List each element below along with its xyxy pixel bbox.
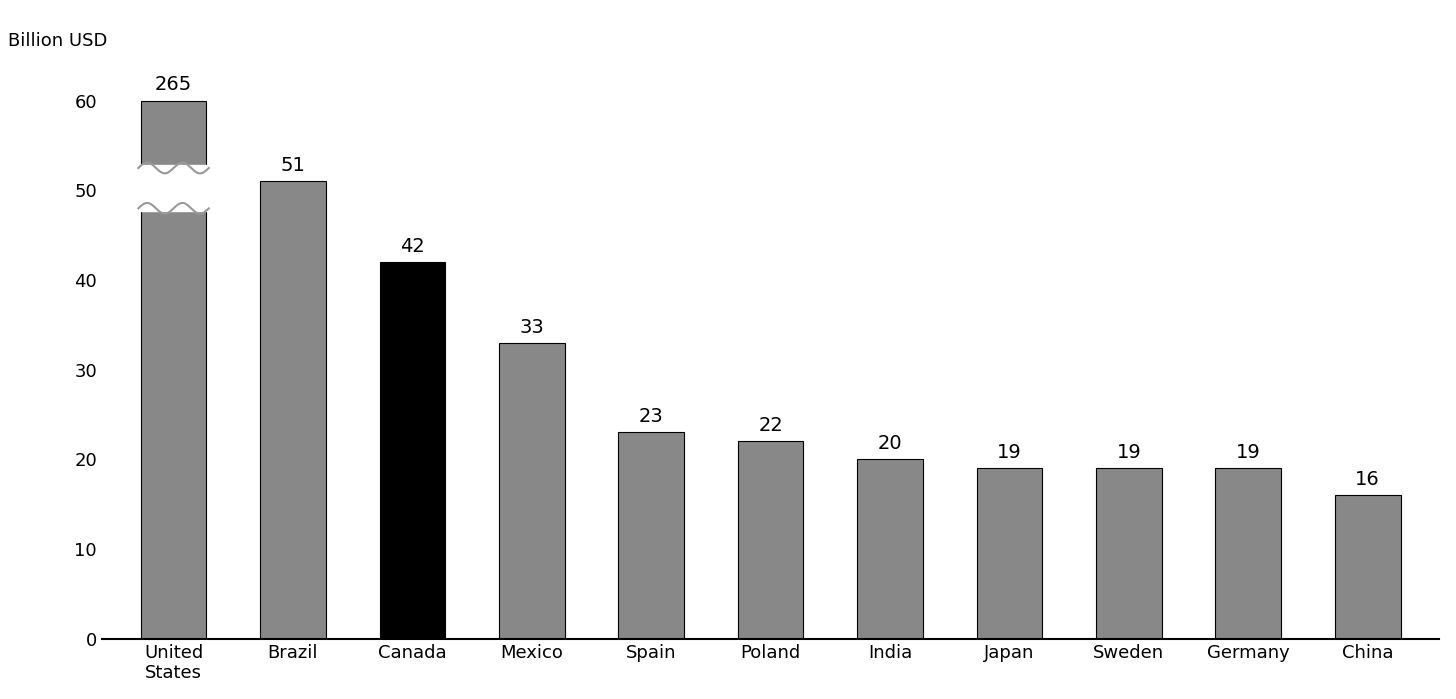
Bar [977,468,1042,639]
Text: 42: 42 [400,237,425,256]
Bar [380,262,446,639]
Bar [499,343,565,639]
Text: 16: 16 [1356,470,1380,489]
Text: 51: 51 [281,156,306,175]
Text: 23: 23 [639,408,664,426]
Bar [1216,468,1281,639]
Text: 19: 19 [1117,443,1142,462]
Bar [858,459,923,639]
Text: 33: 33 [520,317,545,336]
Bar [619,433,684,639]
Text: 265: 265 [154,75,192,94]
Bar [141,101,207,639]
Text: Billion USD: Billion USD [9,32,108,50]
Bar [261,182,326,639]
Bar [1096,468,1162,639]
Text: 20: 20 [878,434,903,453]
Text: 22: 22 [759,416,783,435]
Text: 19: 19 [1236,443,1261,462]
Bar [738,442,804,639]
Text: 19: 19 [997,443,1022,462]
Bar [1335,495,1401,639]
